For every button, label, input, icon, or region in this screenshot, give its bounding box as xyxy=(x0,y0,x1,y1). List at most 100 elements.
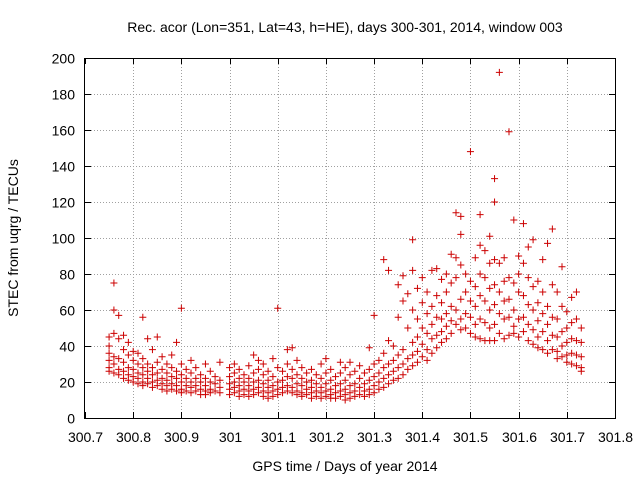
data-point-marker xyxy=(158,353,166,361)
data-point-marker xyxy=(254,365,262,373)
data-point-marker xyxy=(307,394,315,402)
data-point-marker xyxy=(346,371,354,379)
y-tick-label: 20 xyxy=(59,375,75,391)
data-point-marker xyxy=(177,389,185,397)
data-point-marker xyxy=(211,387,219,395)
chart-title: Rec. acor (Lon=351, Lat=43, h=HE), days … xyxy=(127,19,563,35)
data-point-marker xyxy=(341,376,349,384)
data-point-marker xyxy=(279,376,287,384)
data-point-marker xyxy=(288,374,296,382)
data-point-marker xyxy=(341,396,349,404)
data-point-marker xyxy=(438,338,446,346)
data-point-marker xyxy=(168,385,176,393)
y-tick-label: 120 xyxy=(52,195,76,211)
data-point-marker xyxy=(495,288,503,296)
data-point-marker xyxy=(515,270,523,278)
data-point-marker xyxy=(476,211,484,219)
data-point-marker xyxy=(389,356,397,364)
data-point-marker xyxy=(283,387,291,395)
data-point-marker xyxy=(418,324,426,332)
data-point-marker xyxy=(505,274,513,282)
data-point-marker xyxy=(356,374,364,382)
data-point-marker xyxy=(409,338,417,346)
data-point-marker xyxy=(163,387,171,395)
y-tick-label: 100 xyxy=(52,231,76,247)
data-point-marker xyxy=(548,225,556,233)
data-point-marker xyxy=(139,364,147,372)
data-point-marker xyxy=(553,315,561,323)
y-axis-label: STEC from uqrg / TECUs xyxy=(5,159,21,317)
data-point-marker xyxy=(351,380,359,388)
data-point-marker xyxy=(365,376,373,384)
data-point-marker xyxy=(120,358,128,366)
data-point-marker xyxy=(563,338,571,346)
data-point-marker xyxy=(534,317,542,325)
data-point-marker xyxy=(539,288,547,296)
data-point-marker xyxy=(269,373,277,381)
data-point-marker xyxy=(572,288,580,296)
data-point-marker xyxy=(235,365,243,373)
data-point-marker xyxy=(173,374,181,382)
data-point-marker xyxy=(375,369,383,377)
data-point-marker xyxy=(577,324,585,332)
data-point-marker xyxy=(187,356,195,364)
data-point-marker xyxy=(115,335,123,343)
data-point-marker xyxy=(187,389,195,397)
data-point-marker xyxy=(452,306,460,314)
x-tick-label: 301.6 xyxy=(502,429,537,445)
data-point-marker xyxy=(457,326,465,334)
data-point-marker xyxy=(385,380,393,388)
data-point-marker xyxy=(491,320,499,328)
data-point-marker xyxy=(572,351,580,359)
data-point-marker xyxy=(466,148,474,156)
data-point-marker xyxy=(548,281,556,289)
data-point-marker xyxy=(519,328,527,336)
data-point-marker xyxy=(197,378,205,386)
data-point-marker xyxy=(457,315,465,323)
data-point-marker xyxy=(245,392,253,400)
data-point-marker xyxy=(447,329,455,337)
data-point-marker xyxy=(539,346,547,354)
data-point-marker xyxy=(486,306,494,314)
data-point-marker xyxy=(413,284,421,292)
data-point-marker xyxy=(471,320,479,328)
data-point-marker xyxy=(144,335,152,343)
data-point-marker xyxy=(120,331,128,339)
data-point-marker xyxy=(182,365,190,373)
data-point-marker xyxy=(476,270,484,278)
y-tick-label: 160 xyxy=(52,123,76,139)
data-point-marker xyxy=(139,355,147,363)
data-point-marker xyxy=(534,277,542,285)
x-tick-label: 300.9 xyxy=(164,429,199,445)
data-point-marker xyxy=(317,374,325,382)
data-point-marker xyxy=(428,266,436,274)
data-point-marker xyxy=(568,360,576,368)
data-point-marker xyxy=(279,367,287,375)
data-point-marker xyxy=(288,389,296,397)
x-tick-label: 301.3 xyxy=(357,429,392,445)
data-point-marker xyxy=(148,346,156,354)
data-point-marker xyxy=(144,360,152,368)
data-point-marker xyxy=(283,373,291,381)
data-point-marker xyxy=(307,376,315,384)
data-point-marker xyxy=(250,369,258,377)
data-point-marker xyxy=(515,288,523,296)
data-point-marker xyxy=(519,292,527,300)
data-point-marker xyxy=(413,347,421,355)
data-point-marker xyxy=(524,301,532,309)
data-point-marker xyxy=(322,392,330,400)
data-point-marker xyxy=(572,362,580,370)
axis-ticks: 300.7 300.8 300.9 301 301.1 301.2 301.3 301.4 30… xyxy=(52,51,634,446)
data-point-marker xyxy=(491,281,499,289)
data-point-marker xyxy=(293,371,301,379)
data-point-marker xyxy=(173,367,181,375)
data-point-marker xyxy=(534,299,542,307)
data-point-marker xyxy=(418,274,426,282)
data-point-marker xyxy=(356,383,364,391)
data-point-marker xyxy=(254,376,262,384)
data-point-marker xyxy=(303,391,311,399)
data-point-marker xyxy=(158,365,166,373)
data-point-marker xyxy=(163,369,171,377)
data-point-marker xyxy=(462,288,470,296)
data-point-marker xyxy=(423,356,431,364)
